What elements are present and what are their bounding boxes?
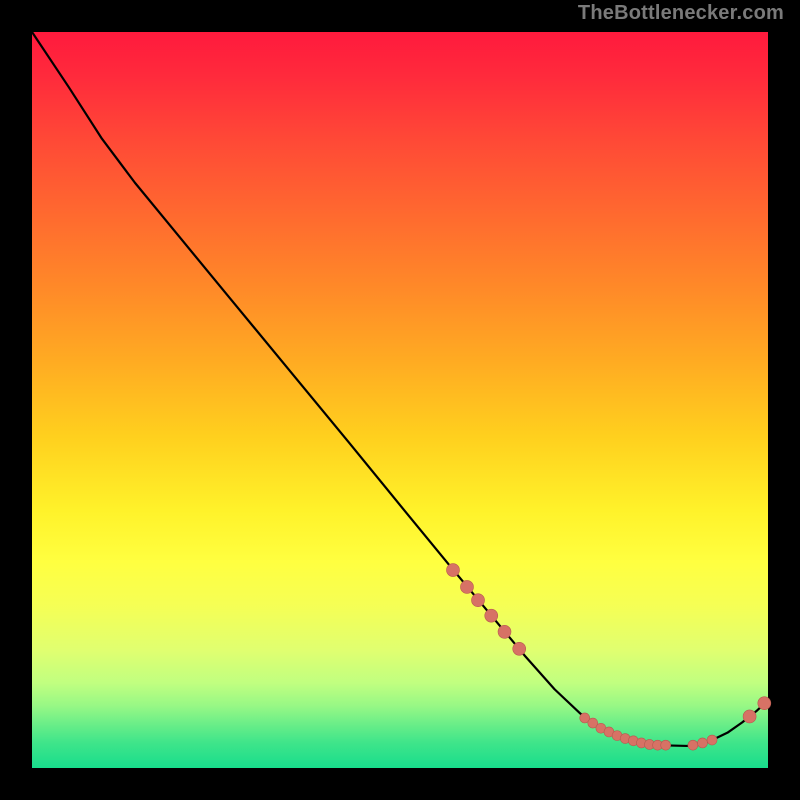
data-marker [758,697,771,710]
watermark-text: TheBottlenecker.com [578,2,784,25]
data-marker [472,594,485,607]
data-marker [498,625,511,638]
chart-container: { "watermark": { "text": "TheBottlenecke… [0,0,800,800]
data-marker [513,642,526,655]
data-marker [661,740,671,750]
bottleneck-curve-chart [0,0,800,800]
gradient-background [32,32,768,768]
data-marker [485,609,498,622]
data-marker [688,740,698,750]
data-marker [698,738,708,748]
data-marker [460,580,473,593]
data-marker [446,564,459,577]
data-marker [743,710,756,723]
data-marker [707,735,717,745]
